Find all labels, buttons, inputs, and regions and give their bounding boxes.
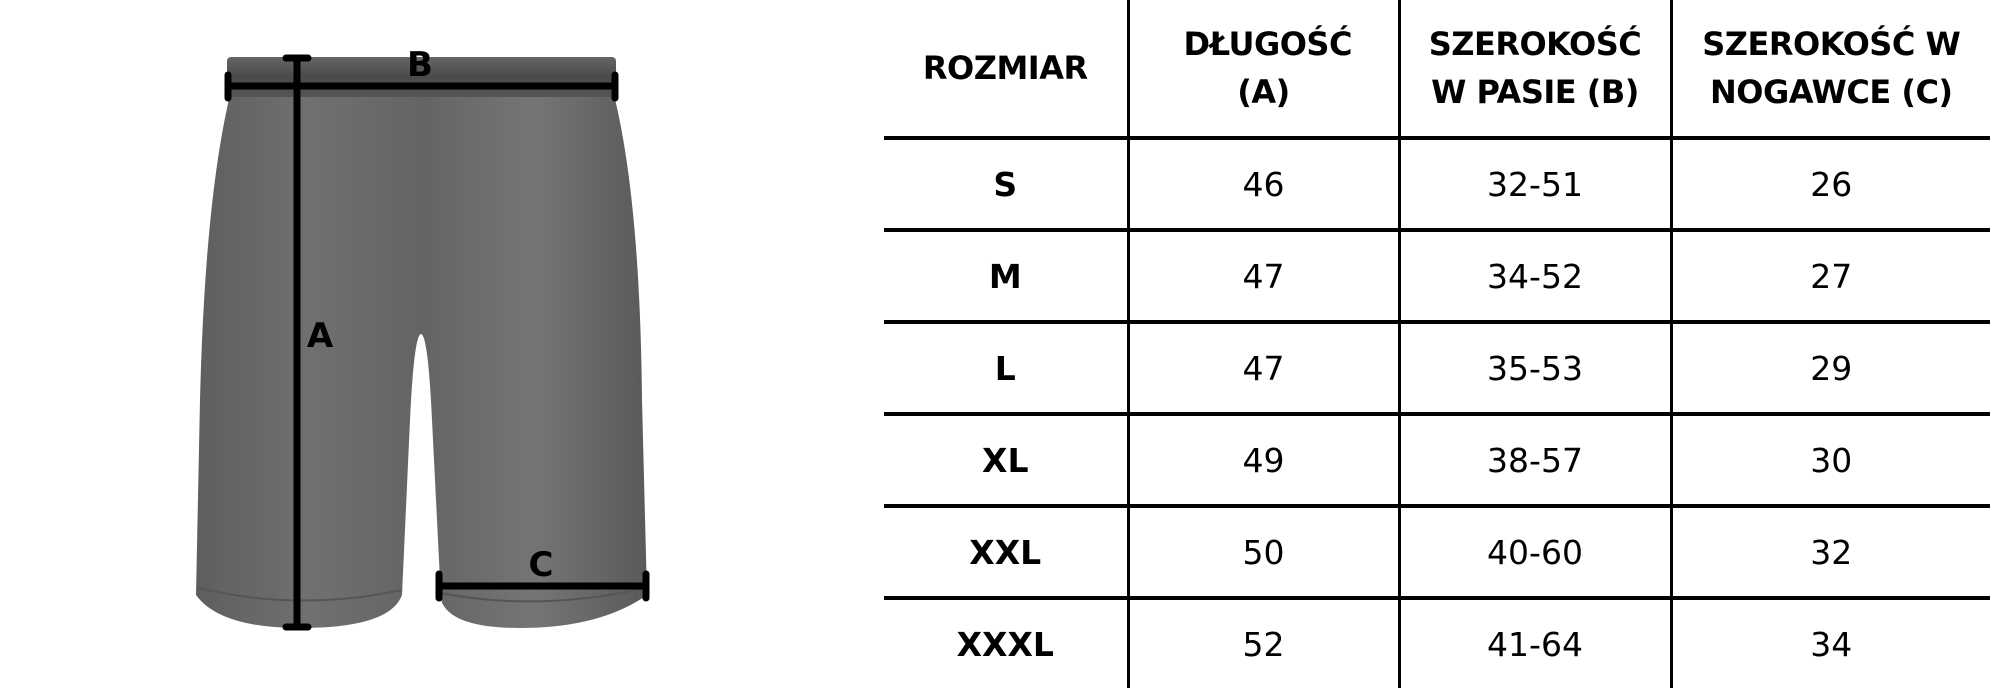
cell-leg: 30 — [1669, 412, 1990, 506]
cell-leg: 32 — [1669, 504, 1990, 598]
cell-leg: 27 — [1669, 228, 1990, 322]
table-row: L 47 35-53 29 — [884, 320, 1990, 414]
cell-waist: 32-51 — [1397, 136, 1671, 230]
table-row: XL 49 38-57 30 — [884, 412, 1990, 506]
cell-length: 49 — [1126, 412, 1399, 506]
cell-waist: 38-57 — [1397, 412, 1671, 506]
shorts-hem-right — [439, 587, 646, 603]
shorts-diagram: B A C — [196, 45, 650, 631]
label-b: B — [407, 45, 433, 85]
header-waist-text: SZEROKOŚĆ W PASIE (B) — [1428, 25, 1642, 111]
measure-line-b — [224, 71, 619, 102]
table-row: S 46 32-51 26 — [884, 136, 1990, 230]
cell-waist: 34-52 — [1397, 228, 1671, 322]
cell-length: 50 — [1126, 504, 1399, 598]
cell-leg: 26 — [1669, 136, 1990, 230]
cell-size: L — [884, 320, 1128, 414]
label-c: C — [529, 545, 554, 585]
cell-leg: 34 — [1669, 596, 1990, 688]
measure-line-c — [435, 570, 650, 602]
table-row: XXXL 52 41-64 34 — [884, 596, 1990, 688]
cell-size: XXL — [884, 504, 1128, 598]
label-a: A — [307, 316, 334, 356]
table-row: M 47 34-52 27 — [884, 228, 1990, 322]
size-table: ROZMIAR DŁUGOŚĆ (A) SZEROKOŚĆ W PASIE (B… — [884, 0, 1990, 688]
cell-size: S — [884, 136, 1128, 230]
cell-size: M — [884, 228, 1128, 322]
header-row: ROZMIAR DŁUGOŚĆ (A) SZEROKOŚĆ W PASIE (B… — [884, 0, 1990, 138]
cell-length: 52 — [1126, 596, 1399, 688]
header-length: DŁUGOŚĆ (A) — [1126, 0, 1399, 138]
cell-leg: 29 — [1669, 320, 1990, 414]
cell-size: XXXL — [884, 596, 1128, 688]
table-row: XXL 50 40-60 32 — [884, 504, 1990, 598]
header-leg-text: SZEROKOŚĆ W NOGAWCE (C) — [1702, 25, 1961, 111]
cell-size: XL — [884, 412, 1128, 506]
cell-waist: 40-60 — [1397, 504, 1671, 598]
measure-line-a — [282, 54, 312, 631]
header-length-text: DŁUGOŚĆ (A) — [1183, 25, 1353, 111]
cell-waist: 35-53 — [1397, 320, 1671, 414]
cell-length: 47 — [1126, 320, 1399, 414]
cell-length: 47 — [1126, 228, 1399, 322]
header-waist: SZEROKOŚĆ W PASIE (B) — [1397, 0, 1671, 138]
header-leg: SZEROKOŚĆ W NOGAWCE (C) — [1669, 0, 1990, 138]
header-size: ROZMIAR — [922, 49, 1088, 87]
shorts-body — [196, 95, 647, 628]
cell-waist: 41-64 — [1397, 596, 1671, 688]
cell-length: 46 — [1126, 136, 1399, 230]
